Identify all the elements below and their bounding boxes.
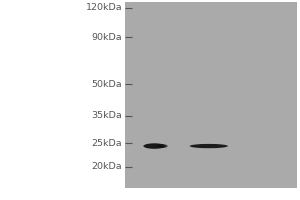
Text: 35kDa: 35kDa bbox=[91, 111, 122, 120]
Text: 50kDa: 50kDa bbox=[92, 80, 122, 89]
Ellipse shape bbox=[190, 144, 228, 148]
Text: 20kDa: 20kDa bbox=[92, 162, 122, 171]
Text: 90kDa: 90kDa bbox=[92, 33, 122, 42]
Ellipse shape bbox=[143, 143, 165, 149]
Text: 25kDa: 25kDa bbox=[92, 139, 122, 148]
Text: 120kDa: 120kDa bbox=[85, 3, 122, 12]
Ellipse shape bbox=[157, 144, 168, 148]
Bar bbox=[125, 2, 297, 188]
